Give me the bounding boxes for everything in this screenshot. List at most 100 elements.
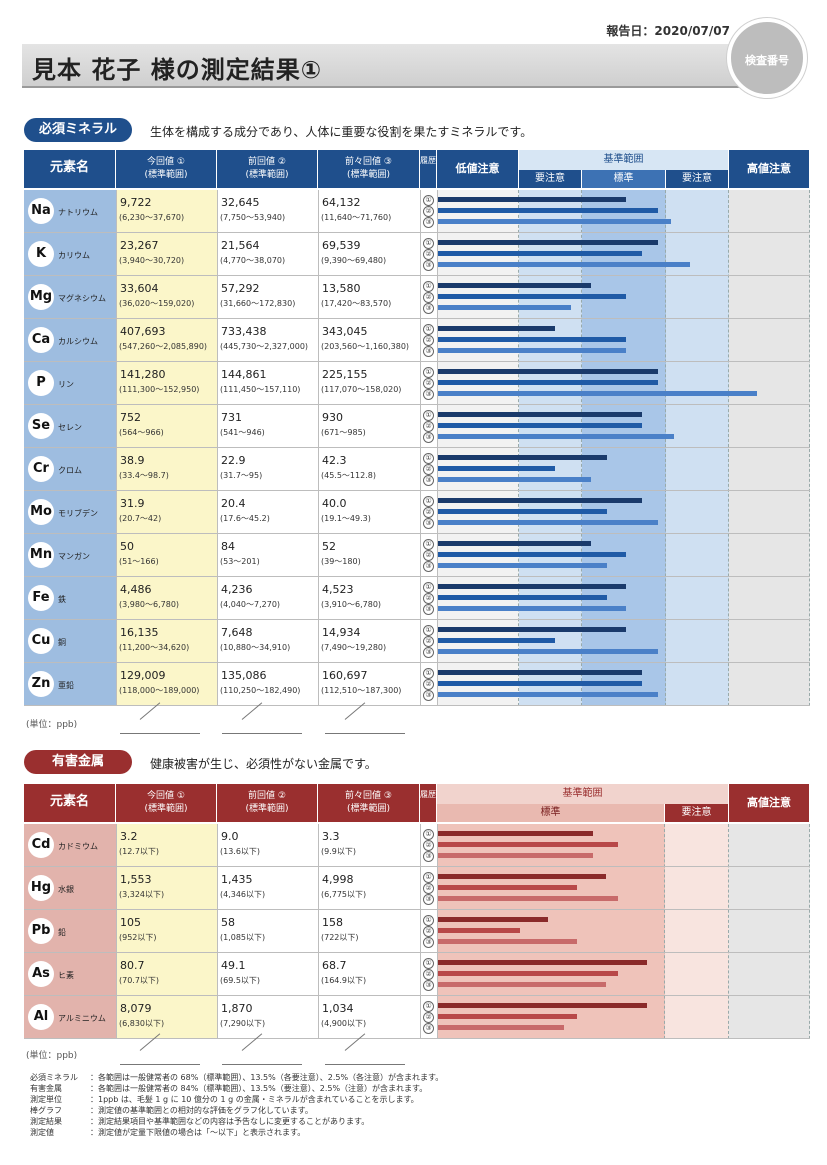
history-bar-3 (437, 692, 658, 697)
row-divider (24, 447, 810, 448)
history-mark-1: ① (423, 496, 434, 507)
footer-term: 測定値 (30, 1128, 54, 1137)
row-divider (24, 404, 810, 405)
history-mark-3: ③ (423, 937, 434, 948)
current-value: 141,280 (120, 368, 166, 381)
before_prev-value: 69,539 (322, 239, 361, 252)
row-divider (24, 995, 810, 996)
footer-text: ：各範囲は一般健常者の 84%（標準範囲）、13.5%（要注意）、2.5%（注意… (90, 1084, 428, 1093)
footer-term: 有害金属 (30, 1084, 62, 1093)
history-mark-2: ② (423, 421, 434, 432)
history-bar-2 (437, 466, 555, 471)
current-value: 31.9 (120, 497, 145, 510)
header-current: 今回値 ① (標準範囲) (116, 150, 217, 188)
connector-base-essential-1 (222, 733, 302, 734)
previous-value: 1,435 (221, 873, 253, 886)
header-element-label: 元素名 (49, 160, 89, 175)
history-bar-1 (437, 831, 593, 836)
element-name: 亜鉛 (58, 681, 74, 690)
history-bar-1 (437, 455, 607, 460)
history-mark-2: ② (423, 292, 434, 303)
element-symbol: Al (28, 1004, 54, 1030)
header-history-label: 履歴 (420, 790, 436, 799)
previous-value: 49.1 (221, 959, 246, 972)
history-bar-1 (437, 917, 548, 922)
history-bar-3 (437, 563, 607, 568)
previous-value: 21,564 (221, 239, 260, 252)
unit-note-toxic: (単位：ppb) (26, 1051, 78, 1061)
header-range-sub: 要注意 標準 要注意 (519, 170, 729, 188)
before_prev-range: (164.9以下) (321, 976, 367, 985)
element-symbol: Mn (28, 542, 54, 568)
header-previous-sub: (標準範囲) (245, 804, 289, 814)
history-bar-3 (437, 982, 606, 987)
previous-range: (111,450〜157,110) (220, 385, 301, 394)
history-mark-3: ③ (423, 475, 434, 486)
chart-zone-essential-1 (519, 190, 582, 706)
current-value: 129,009 (120, 669, 166, 682)
row-divider (24, 490, 810, 491)
history-bar-3 (437, 520, 658, 525)
history-mark-2: ② (423, 507, 434, 518)
before_prev-value: 68.7 (322, 959, 347, 972)
history-bar-2 (437, 337, 626, 342)
connector-base-essential-0 (120, 733, 200, 734)
history-mark-1: ① (423, 1001, 434, 1012)
header-high: 高値注意 (729, 784, 810, 822)
history-mark-1: ① (423, 410, 434, 421)
element-name: 鉄 (58, 595, 66, 604)
history-mark-1: ① (423, 872, 434, 883)
current-value: 80.7 (120, 959, 145, 972)
chart-zone-essential-4 (729, 190, 810, 706)
current-range: (70.7以下) (119, 976, 160, 985)
col-sep-toxic-4 (437, 824, 438, 1039)
current-column-bg-toxic (116, 824, 217, 1039)
before_prev-value: 4,998 (322, 873, 354, 886)
element-symbol: Cd (28, 832, 54, 858)
current-value: 50 (120, 540, 134, 553)
header-before_prev-label: 前々回値 ③ (345, 791, 392, 801)
history-bar-1 (437, 412, 642, 417)
history-mark-1: ① (423, 281, 434, 292)
element-symbol: Se (28, 413, 54, 439)
header-range-sub-2: 要注意 (666, 170, 729, 188)
header-range-label: 基準範囲 (603, 154, 644, 165)
history-mark-2: ② (423, 926, 434, 937)
element-name: カドミウム (58, 842, 98, 851)
current-range: (6,230〜37,670) (119, 213, 185, 222)
element-symbol: Cu (28, 628, 54, 654)
before_prev-range: (45.5〜112.8) (321, 471, 376, 480)
element-symbol: Na (28, 198, 54, 224)
current-range: (51〜166) (119, 557, 159, 566)
previous-range: (69.5以下) (220, 976, 261, 985)
previous-value: 733,438 (221, 325, 267, 338)
current-column-bg-essential (116, 190, 217, 706)
history-bar-2 (437, 423, 642, 428)
history-bar-1 (437, 874, 606, 879)
before_prev-range: (671〜985) (321, 428, 366, 437)
report-date: 報告日：2020/07/07 (606, 24, 730, 38)
current-range: (547,260〜2,085,890) (119, 342, 208, 351)
history-bar-2 (437, 842, 618, 847)
current-value: 3.2 (120, 830, 138, 843)
footer-line: 測定単位 ：1ppb は、毛髪 1 g に 10 億分の 1 g の金属・ミネラル… (30, 1094, 800, 1105)
history-mark-2: ② (423, 550, 434, 561)
element-symbol: Mg (28, 284, 54, 310)
current-range: (33.4〜98.7) (119, 471, 169, 480)
footer-term: 必須ミネラル (30, 1073, 78, 1082)
current-range: (3,940〜30,720) (119, 256, 185, 265)
before_prev-range: (203,560〜1,160,380) (321, 342, 410, 351)
header-previous-label: 前回値 ② (248, 791, 286, 801)
row-divider (24, 909, 810, 910)
row-divider (24, 705, 810, 706)
current-range: (3,980〜6,780) (119, 600, 180, 609)
header-history: 履歴 (420, 150, 437, 188)
element-name: 水銀 (58, 885, 74, 894)
history-bar-1 (437, 326, 555, 331)
header-element: 元素名 (24, 150, 116, 188)
element-symbol: As (28, 961, 54, 987)
history-bar-3 (437, 1025, 564, 1030)
history-bar-1 (437, 960, 647, 965)
history-mark-3: ③ (423, 894, 434, 905)
header-range-sub-0: 標準 (437, 804, 665, 822)
